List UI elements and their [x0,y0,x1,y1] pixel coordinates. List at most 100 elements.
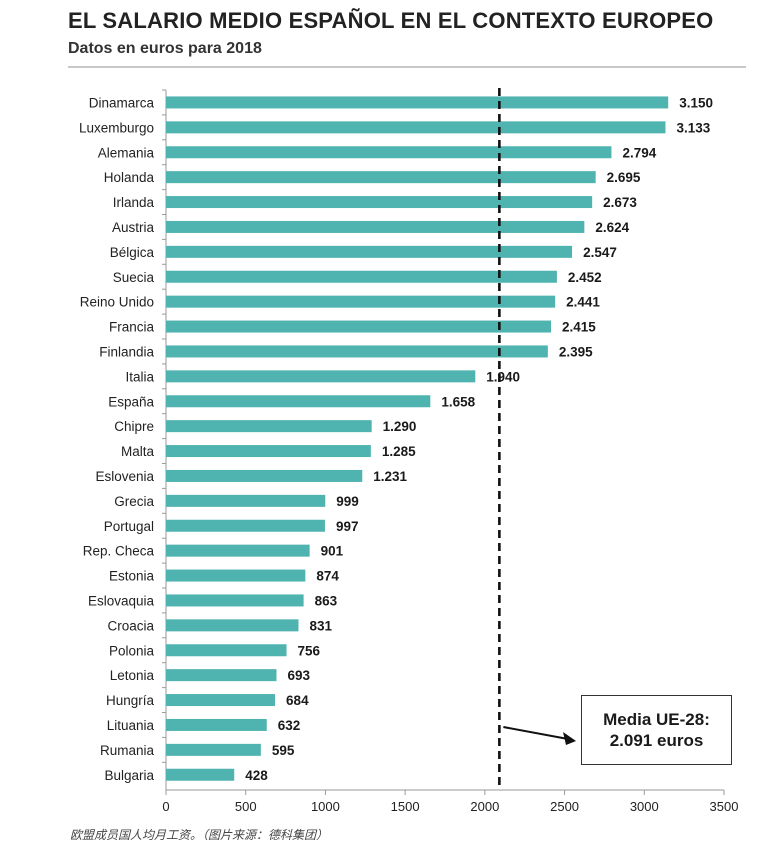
y-tick-label: Eslovaquia [88,593,155,608]
x-tick-label: 0 [162,799,169,814]
bar [166,245,573,258]
data-label: 2.452 [568,270,602,285]
y-tick-label: Suecia [113,270,155,285]
bar [166,768,235,781]
bar [166,619,299,632]
data-label: 901 [321,544,344,559]
data-label: 863 [315,593,338,608]
data-label: 595 [272,743,295,758]
bar [166,644,287,657]
y-tick-label: Francia [109,320,155,335]
bar [166,295,556,308]
title-divider [68,66,746,68]
bar [166,669,277,682]
annotation-arrow-line [503,726,569,740]
y-tick-label: Lituania [107,718,155,733]
y-tick-label: Holanda [104,170,155,185]
bar [166,743,261,756]
data-label: 2.547 [583,245,617,260]
bar [166,171,596,184]
y-tick-label: Portugal [104,519,154,534]
x-tick-label: 3000 [630,799,659,814]
y-tick-label: Bélgica [110,245,155,260]
bar [166,270,557,283]
bar [166,220,585,233]
data-label: 831 [309,618,332,633]
average-annotation-box: Media UE-28: 2.091 euros [581,695,732,765]
chart-title: EL SALARIO MEDIO ESPAÑOL EN EL CONTEXTO … [68,8,714,33]
y-tick-label: Reino Unido [80,295,154,310]
bar [166,196,593,209]
bar [166,594,304,607]
data-label: 2.441 [566,295,600,310]
bar [166,345,548,358]
y-tick-label: Rep. Checa [83,544,155,559]
x-tick-label: 2500 [550,799,579,814]
data-label: 693 [287,668,310,683]
x-tick-label: 3500 [710,799,739,814]
bar [166,494,326,507]
bar [166,469,363,482]
y-tick-label: España [108,394,154,409]
bar [166,694,276,707]
y-tick-label: Luxemburgo [79,120,154,135]
data-label: 3.150 [679,95,713,110]
average-label: Media UE-28: [603,710,710,729]
bar [166,146,612,159]
average-value: 2.091 euros [609,731,704,750]
data-label: 632 [278,718,301,733]
data-label: 2.395 [559,344,593,359]
data-label: 1.658 [441,394,475,409]
data-label: 1.940 [486,369,520,384]
y-tick-label: Hungría [106,693,155,708]
y-tick-label: Austria [112,220,155,235]
x-tick-label: 500 [235,799,257,814]
data-label: 1.285 [382,444,416,459]
data-label: 997 [336,519,359,534]
chart-subtitle: Datos en euros para 2018 [68,40,262,57]
x-tick-label: 1500 [391,799,420,814]
bar [166,121,666,134]
bar [166,395,431,408]
y-tick-label: Rumania [100,743,155,758]
bar [166,718,267,731]
y-tick-label: Polonia [109,643,155,658]
data-label: 874 [316,569,339,584]
x-tick-label: 1000 [311,799,340,814]
y-tick-label: Bulgaria [104,768,154,783]
bar [166,96,669,109]
data-label: 2.673 [603,195,637,210]
data-label: 3.133 [676,120,710,135]
y-tick-label: Letonia [110,668,155,683]
data-label: 2.794 [622,145,656,160]
y-tick-label: Chipre [114,419,154,434]
y-tick-label: Croacia [107,618,154,633]
bar [166,519,325,532]
data-label: 1.290 [383,419,417,434]
bar [166,320,552,333]
y-tick-label: Grecia [114,494,154,509]
data-label: 756 [298,643,321,658]
annotation-arrow-head [563,732,576,745]
y-tick-label: Irlanda [113,195,155,210]
data-label: 1.231 [373,469,407,484]
y-tick-label: Alemania [98,145,155,160]
bar [166,569,306,582]
bar [166,370,476,383]
bar [166,445,371,458]
data-label: 2.695 [607,170,641,185]
y-tick-label: Finlandia [99,344,154,359]
y-tick-label: Italia [125,369,154,384]
y-tick-label: Eslovenia [95,469,154,484]
image-caption: 欧盟成员国人均月工资。（图片来源：德科集团） [70,828,329,842]
bar [166,420,372,433]
data-label: 2.415 [562,320,596,335]
data-label: 428 [245,768,268,783]
data-label: 684 [286,693,309,708]
bar [166,544,310,557]
data-label: 2.624 [595,220,629,235]
y-tick-label: Malta [121,444,155,459]
x-tick-label: 2000 [470,799,499,814]
y-tick-label: Dinamarca [89,95,155,110]
